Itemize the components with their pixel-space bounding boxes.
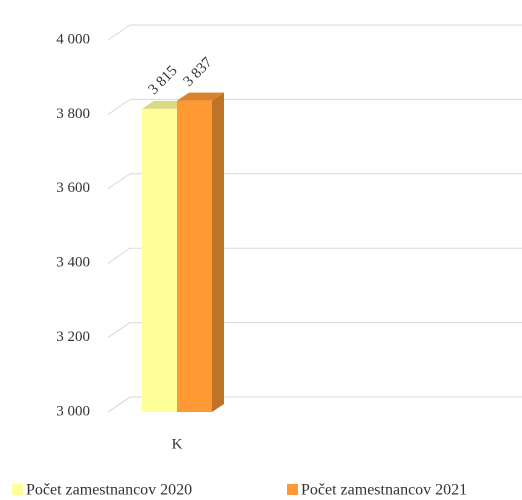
y-tick-label: 3 600 bbox=[56, 180, 90, 196]
y-tick-label: 3 200 bbox=[56, 329, 90, 345]
y-tick-label: 3 800 bbox=[56, 106, 90, 122]
y-tick-label: 4 000 bbox=[56, 31, 90, 47]
legend-label: Počet zamestnancov 2020 bbox=[26, 482, 192, 499]
data-label: 3 815 bbox=[146, 63, 181, 98]
legend-label: Počet zamestnancov 2021 bbox=[301, 482, 467, 499]
y-tick-label: 3 400 bbox=[56, 255, 90, 271]
y-tick-label: 3 000 bbox=[56, 403, 90, 419]
x-tick-label: K bbox=[172, 436, 183, 452]
bar bbox=[177, 100, 212, 413]
grid-line bbox=[107, 322, 522, 339]
grid-line bbox=[107, 98, 522, 115]
bar-side bbox=[212, 92, 224, 413]
grid-line bbox=[107, 173, 522, 190]
grid-line bbox=[107, 247, 522, 264]
data-label: 3 837 bbox=[181, 54, 217, 90]
bar bbox=[142, 108, 177, 412]
grid-line bbox=[107, 24, 522, 41]
legend-swatch bbox=[12, 484, 23, 495]
legend-swatch bbox=[287, 484, 298, 495]
bar-top bbox=[177, 92, 224, 101]
side-axis bbox=[107, 396, 131, 413]
